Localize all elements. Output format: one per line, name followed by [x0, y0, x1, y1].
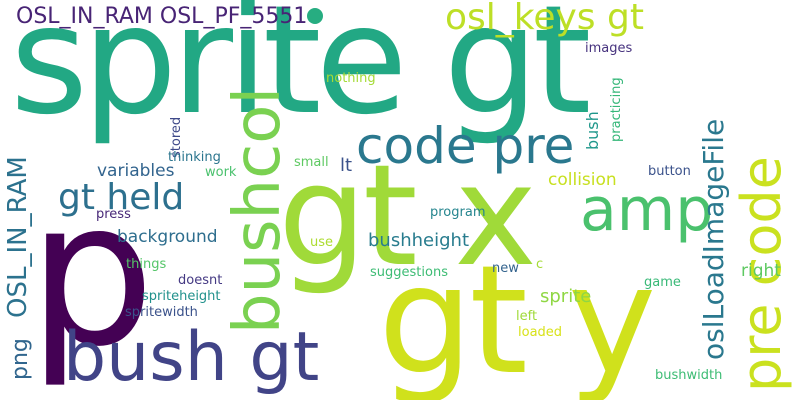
word-osl-keys-gt: osl_keys gt [445, 0, 644, 38]
word-bushwidth: bushwidth [655, 368, 723, 383]
word-thinking: thinking [168, 150, 221, 165]
word-doesnt: doesnt [178, 273, 223, 288]
word-png: png [8, 338, 33, 380]
word-amp: amp [580, 175, 714, 245]
word-bushheight: bushheight [368, 230, 469, 251]
word-left: left [516, 309, 538, 324]
word-loaded: loaded [518, 325, 563, 340]
word-practicing: practicing [609, 77, 624, 142]
word-nothing: nothing [326, 71, 376, 86]
dot-mark [307, 8, 323, 24]
word-right: right [741, 261, 781, 281]
word-c: c [536, 257, 544, 272]
word-small: small [294, 155, 329, 170]
word-button: button [648, 164, 691, 179]
word-gt-held: gt held [58, 177, 185, 218]
word-sprite: sprite [540, 286, 592, 307]
word-osl-in-ram: OSL_IN_RAM [3, 156, 33, 318]
word-spriteheight: spriteheight [142, 289, 221, 304]
word-bush-gt: bush gt [63, 318, 320, 397]
word-bush: bush [583, 111, 602, 150]
word-press: press [96, 207, 131, 222]
word-game: game [644, 275, 681, 290]
word-variables: variables [97, 161, 175, 181]
word-osl-in-ram-osl-pf-5551: OSL_IN_RAM OSL_PF_5551 [16, 4, 308, 29]
word-sprite-gt: sprite gt [10, 0, 592, 148]
word-program: program [430, 205, 486, 220]
word-collision: collision [548, 170, 617, 190]
word-lt: lt [340, 155, 353, 176]
word-osllouadimagefile: oslLoadImageFile [697, 118, 730, 360]
word-things: things [126, 257, 167, 272]
word-images: images [585, 41, 633, 56]
word-background: background [117, 227, 218, 247]
word-work: work [205, 165, 237, 180]
word-p: p [28, 158, 155, 391]
word-code-pre: code pre [356, 117, 575, 175]
word-new: new [492, 261, 519, 276]
word-suggestions: suggestions [370, 265, 448, 280]
word-bushcol: bushcol [221, 86, 295, 334]
word-spritewidth: spritewidth [125, 305, 198, 320]
word-gt-y: gt y [378, 234, 656, 400]
word-use: use [310, 235, 334, 250]
word-gt-x: gt x [278, 135, 537, 298]
